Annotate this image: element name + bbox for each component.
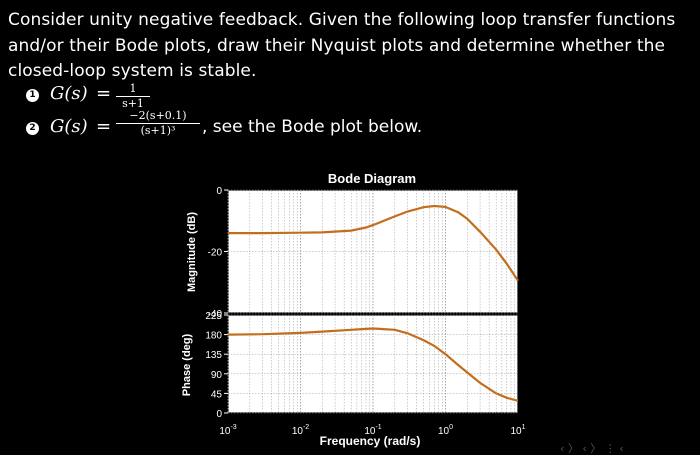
magnitude-tick-label: -40 <box>208 309 223 320</box>
item-2-label: G(s) <box>50 116 88 137</box>
item-2-denominator: (s+1)³ <box>140 124 176 137</box>
magnitude-axis-label: Magnitude (dB) <box>186 212 198 292</box>
problem-line-1: Consider unity negative feedback. Given … <box>8 10 676 30</box>
frequency-tick-label: 10-2 <box>292 424 309 437</box>
phase-tick-label: 90 <box>211 370 223 381</box>
item-2-numerator: −2(s+0.1) <box>129 109 187 122</box>
phase-tick-label: 180 <box>205 331 222 342</box>
item-1-numerator: 1 <box>129 82 137 95</box>
item-2-bullet: 2 <box>26 122 39 135</box>
frequency-tick-label: 10-3 <box>219 424 236 437</box>
frequency-tick-label: 10-1 <box>364 424 381 437</box>
phase-curve <box>227 327 519 402</box>
magnitude-curve <box>228 204 519 282</box>
item-2-equals: = <box>96 116 112 137</box>
magnitude-grid <box>227 189 518 314</box>
phase-tick-label: 0 <box>216 409 222 420</box>
frequency-tick-label: 101 <box>510 424 525 437</box>
phase-tick-labels: 0 45 90 135 180 225 <box>205 311 228 420</box>
frequency-tick-labels: 10-3 10-2 10-1 100 101 <box>219 424 525 437</box>
magnitude-tick-label: 0 <box>216 186 222 197</box>
item-2-fraction: −2(s+0.1) (s+1)³ <box>116 110 200 137</box>
magnitude-tick-labels: 0 -20 -40 <box>208 186 228 320</box>
magnitude-tick-label: -20 <box>208 248 223 259</box>
item-1-equals: = <box>96 83 112 104</box>
phase-tick-label: 225 <box>205 311 222 322</box>
phase-axis-label: Phase (deg) <box>181 333 193 396</box>
problem-line-2: and/or their Bode plots, draw their Nyqu… <box>8 36 666 56</box>
item-1-label: G(s) <box>50 83 88 104</box>
frequency-tick-label: 100 <box>438 424 453 437</box>
problem-line-3: closed-loop system is stable. <box>8 61 257 81</box>
item-1-bullet: 1 <box>26 89 39 102</box>
item-2-suffix: , see the Bode plot below. <box>202 117 423 137</box>
footer-marks: ‹ 〉 ‹ 〉 ⋮ ‹ <box>560 442 624 455</box>
item-1-fraction: 1 s+1 <box>116 83 150 110</box>
frequency-axis-label: Frequency (rad/s) <box>320 434 421 448</box>
phase-tick-label: 135 <box>205 350 222 361</box>
chart-title: Bode Diagram <box>328 171 416 186</box>
phase-tick-label: 45 <box>211 389 223 400</box>
item-1-denominator: s+1 <box>122 97 144 110</box>
